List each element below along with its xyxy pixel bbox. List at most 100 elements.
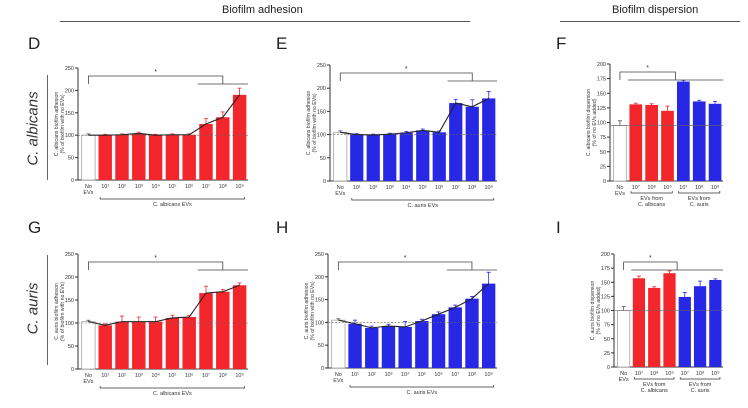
x-tick-label: 10⁵ (419, 184, 427, 191)
group-label: C. albicans (638, 202, 665, 208)
row-divider (47, 75, 48, 180)
x-tick-label: 10⁵ (168, 372, 176, 379)
y-axis-label: (% of no EVs added) (592, 98, 598, 146)
x-tick-label: No (335, 372, 342, 378)
y-axis-label: (% of biofilm with no EVs) (60, 94, 66, 153)
bar (232, 285, 247, 369)
group-label: C. auris EVs (407, 390, 438, 396)
y-tick-label: 75 (600, 135, 606, 141)
bar (431, 314, 446, 368)
bar (448, 307, 462, 368)
y-tick-label: 75 (604, 323, 610, 329)
x-tick-label: 10⁹ (665, 370, 673, 377)
bar (416, 130, 430, 181)
x-tick-label: No (337, 185, 344, 191)
bar (661, 110, 674, 181)
x-tick-label: 10¹ (351, 372, 359, 378)
group-label: C. auris (690, 202, 709, 208)
y-tick-label: 175 (601, 266, 610, 272)
x-tick-label: EVs (333, 378, 343, 384)
x-tick-label: No (85, 184, 92, 190)
panel-letter-e: E (276, 34, 288, 53)
y-axis-label: C. albicans biofilm adhesion (54, 92, 60, 157)
group-bracket (630, 191, 673, 194)
y-tick-label: 100 (315, 320, 324, 326)
y-tick-label: 100 (601, 309, 610, 315)
group-label: EVs from (689, 382, 712, 388)
y-tick-label: 50 (600, 150, 606, 156)
y-tick-label: 25 (600, 164, 606, 170)
significance-bracket (619, 71, 676, 80)
significance-bracket (88, 261, 224, 270)
x-tick-label: 10⁷ (202, 183, 210, 190)
trend-line (340, 97, 489, 136)
bar (365, 327, 379, 368)
x-tick-label: No (85, 373, 92, 379)
y-tick-label: 125 (597, 106, 606, 112)
bar (632, 278, 646, 367)
group-label: EVs from (643, 382, 666, 388)
x-tick-label: 10⁹ (711, 184, 719, 191)
bar (645, 104, 658, 181)
trend-line (88, 94, 241, 136)
x-tick-label: 10⁹ (484, 371, 492, 378)
bar (81, 321, 96, 370)
bar (232, 94, 247, 180)
header-biofilm-dispersion: Biofilm dispersion (612, 4, 699, 16)
chart-panel-e: 0 50 100 150 200 250 C. albicans biofilm adhes… (306, 63, 497, 209)
y-axis-label: C. albicans biofilm adhesion (306, 91, 312, 156)
significance-label: * (404, 255, 407, 262)
y-axis-label: (% of no EVs added) (596, 286, 602, 334)
bar (98, 325, 112, 369)
chart-panel-h: 0 50 100 150 200 250 C. auris biofilm adhesion… (304, 252, 497, 396)
bar (199, 293, 213, 369)
x-tick-label: 10⁴ (151, 183, 160, 190)
header-biofilm-adhesion: Biofilm adhesion (222, 4, 303, 16)
bar (648, 287, 661, 367)
x-tick-label: 10⁵ (418, 371, 426, 378)
group-label: C. auris EVs (407, 203, 438, 209)
y-tick-label: 0 (71, 178, 74, 184)
x-tick-label: 10³ (384, 372, 392, 378)
group-bracket (351, 198, 495, 201)
y-tick-label: 125 (601, 294, 610, 300)
x-tick-label: 10⁴ (151, 372, 160, 379)
x-tick-label: 10⁴ (402, 184, 411, 191)
bar (465, 106, 479, 181)
x-tick-label: 10⁶ (434, 371, 442, 378)
bar (663, 273, 676, 367)
bar (709, 279, 722, 367)
x-tick-label: 10² (369, 185, 377, 191)
x-tick-label: 10⁸ (647, 184, 655, 191)
x-tick-label: 10⁶ (185, 183, 193, 190)
x-tick-label: 10⁷ (679, 184, 687, 191)
y-axis-label: C. auris biofilm dispersion (590, 281, 596, 341)
x-tick-label: 10⁴ (401, 371, 410, 378)
group-label: C. albicans (641, 388, 668, 394)
bar (350, 134, 364, 181)
row-divider (47, 255, 48, 365)
x-tick-label: 10⁸ (468, 184, 476, 191)
x-tick-label: 10⁷ (632, 184, 640, 191)
panel-letter-g: G (28, 218, 42, 237)
y-tick-label: 0 (603, 179, 606, 185)
bar (132, 321, 146, 369)
x-tick-label: 10⁹ (663, 184, 671, 191)
x-tick-label: 10² (368, 372, 376, 378)
y-tick-label: 0 (71, 367, 74, 373)
bar (216, 291, 230, 369)
x-tick-label: EVs (83, 379, 93, 385)
bar (98, 135, 112, 180)
chart-panel-i: 0 25 50 75 100 125 150 175 200 C. auris biofilm d… (590, 252, 723, 394)
bar (132, 133, 146, 180)
y-tick-label: 50 (320, 156, 326, 162)
group-label: C. auris (691, 388, 710, 394)
y-tick-label: 0 (321, 366, 324, 372)
panel-letter-f: F (556, 34, 567, 53)
group-label: C. albicans EVs (153, 391, 192, 397)
y-tick-label: 200 (317, 86, 326, 92)
y-tick-label: 50 (318, 343, 324, 349)
x-tick-label: 10³ (386, 185, 394, 191)
y-tick-label: 200 (65, 275, 74, 281)
y-axis-label: C. auris biofilm adhesion (304, 282, 310, 339)
